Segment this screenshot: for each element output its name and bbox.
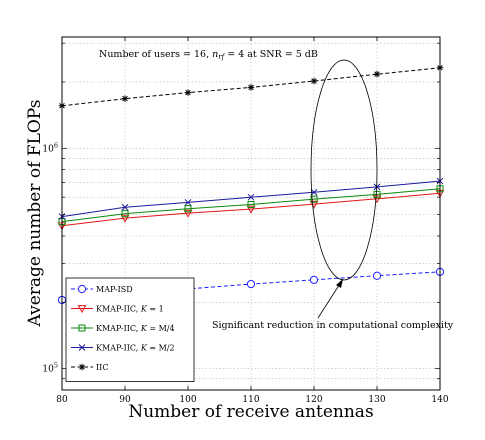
- data-point: [184, 205, 192, 213]
- data-point: [310, 195, 318, 203]
- highlight-ellipse: [310, 59, 378, 281]
- series-line: [61, 192, 441, 227]
- x-tick-label: 140: [431, 395, 448, 405]
- data-point: [247, 84, 255, 91]
- data-point: [247, 200, 255, 208]
- legend-entry: IIC: [71, 363, 108, 372]
- legend-marker: [78, 324, 86, 332]
- data-point: [246, 205, 256, 214]
- data-point: [246, 279, 256, 289]
- legend-label: MAP-ISD: [96, 285, 133, 294]
- y-tick-label: 105: [42, 362, 58, 375]
- x-tick-label: 120: [305, 395, 322, 405]
- data-point: [309, 275, 319, 284]
- arrow-annotation: Significant reduction in computational c…: [212, 320, 454, 331]
- marker-stroke: [374, 71, 380, 77]
- data-point: [120, 214, 130, 223]
- legend: MAP-ISD KMAP-IIC, K = 1 KMAP-IIC, K = M/4 K…: [65, 277, 195, 382]
- data-point: [183, 209, 193, 218]
- legend-marker: [78, 344, 86, 351]
- marker-stroke: [248, 84, 254, 91]
- legend-marker: [77, 284, 87, 294]
- x-tick-label: 100: [179, 395, 196, 405]
- marker-stroke: [122, 95, 128, 102]
- legend-entry: KMAP-IIC, K = M/4: [71, 324, 175, 333]
- data-point: [310, 77, 318, 85]
- legend-entry: KMAP-IIC, K = M/2: [71, 344, 175, 353]
- x-tick-label: 90: [119, 395, 131, 405]
- annotation-arrowhead: [336, 279, 343, 288]
- marker-stroke: [78, 344, 86, 351]
- marker-stroke: [121, 203, 129, 211]
- marker-stroke: [247, 193, 255, 201]
- data-point: [121, 210, 129, 218]
- marker-stroke: [311, 78, 317, 84]
- series-line: [61, 188, 441, 223]
- data-point: [121, 95, 129, 102]
- data-point: [184, 89, 192, 96]
- x-tick-label: 110: [242, 395, 259, 405]
- legend-box: [65, 277, 195, 382]
- y-axis-title: Average number of FLOPs: [25, 99, 45, 327]
- y-tick-label: 106: [42, 141, 58, 154]
- legend-label: KMAP-IIC, K = M/2: [96, 344, 175, 353]
- data-point: [373, 190, 381, 198]
- legend-label: IIC: [96, 363, 108, 372]
- settings-annotation: Number of users = 16, nrf = 4 at SNR = 5…: [99, 49, 318, 61]
- x-axis-title: Number of receive antennas: [128, 402, 373, 422]
- series-kmap-iic-k-m-4: [58, 185, 444, 226]
- data-point: [372, 271, 382, 280]
- marker-stroke: [185, 89, 191, 96]
- legend-label: KMAP-IIC, K = M/4: [96, 324, 175, 333]
- series-iic: [58, 64, 444, 110]
- legend-label: KMAP-IIC, K = 1: [96, 305, 164, 314]
- x-tick-label: 80: [56, 395, 68, 405]
- data-point: [184, 199, 192, 206]
- x-tick-label: 130: [368, 395, 385, 405]
- legend-entry: KMAP-IIC, K = 1: [71, 305, 164, 314]
- data-point: [373, 70, 381, 78]
- legend-marker: [77, 305, 87, 314]
- legend-entry: MAP-ISD: [71, 284, 133, 294]
- marker-stroke: [184, 199, 192, 206]
- data-point: [247, 193, 255, 201]
- marker-stroke: [79, 364, 85, 370]
- data-point: [121, 203, 129, 211]
- data-point: [372, 195, 382, 204]
- legend-marker: [78, 363, 86, 371]
